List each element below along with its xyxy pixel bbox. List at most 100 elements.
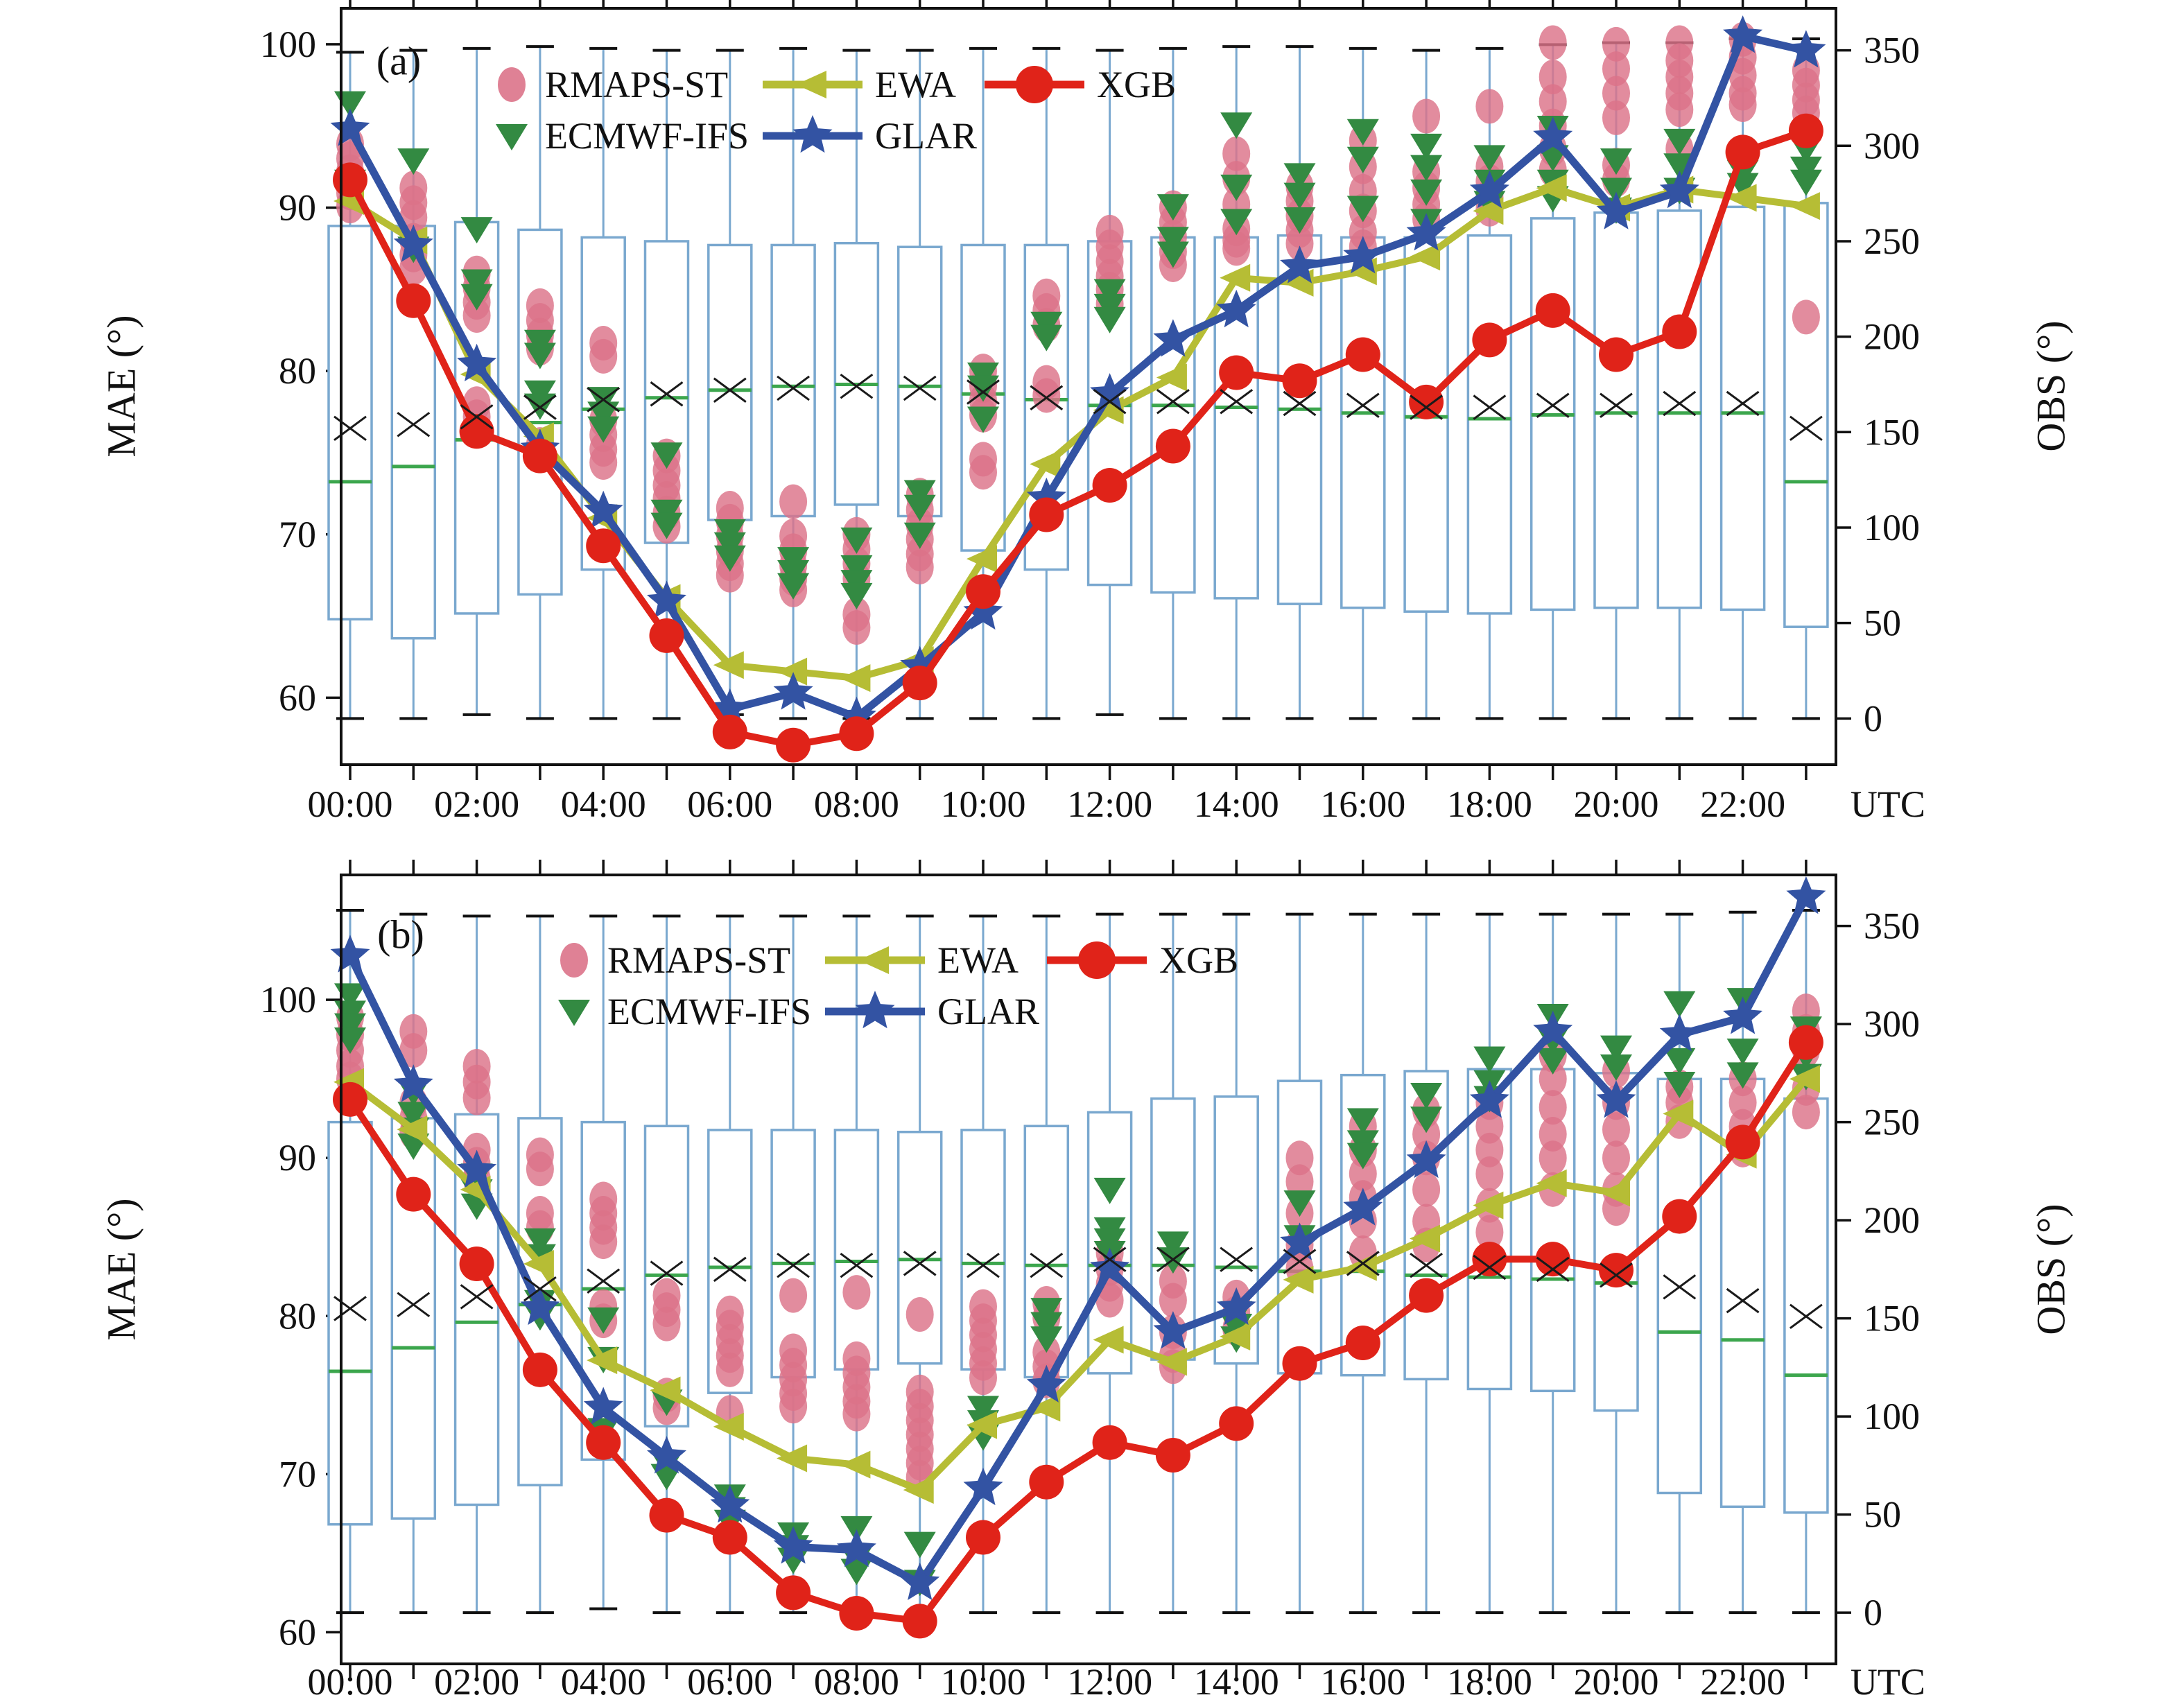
ecmwf-ifs-point: [903, 480, 936, 507]
glar-marker: [1406, 213, 1446, 251]
ecmwf-ifs-point: [397, 148, 430, 175]
glar-marker: [1469, 1080, 1509, 1118]
ecmwf-ifs-point: [777, 573, 810, 600]
ewa-marker: [1536, 174, 1567, 202]
box-iqr: [1276, 234, 1323, 605]
glar-marker: [1723, 15, 1763, 53]
glar-marker: [1090, 373, 1130, 411]
mae-axis-label: MAE (°): [99, 315, 144, 457]
rmaps-st-point: [1602, 1140, 1630, 1176]
rmaps-st-point: [1475, 1156, 1504, 1192]
xgb-marker: [1345, 337, 1380, 372]
boxplot-hour-14: [1213, 912, 1259, 1615]
xgb-marker: [586, 528, 621, 564]
ecmwf-ifs-point: [1410, 1106, 1443, 1134]
mean-x-mark: [1726, 390, 1760, 417]
box-iqr: [1023, 1124, 1070, 1379]
glar-marker: [457, 1149, 497, 1188]
ecmwf-ifs-point: [903, 494, 936, 521]
ecmwf-ifs-point: [1030, 1298, 1063, 1325]
legend-item-ewa: EWA: [825, 939, 1019, 981]
box-iqr: [833, 1129, 880, 1371]
rmaps-st-point: [1539, 1061, 1567, 1097]
ecmwf-ifs-point: [967, 406, 999, 433]
mean-x-mark: [1726, 1287, 1760, 1314]
boxplot-hour-16: [1340, 46, 1386, 720]
x-tick-label: 08:00: [814, 1661, 899, 1699]
ewa-marker: [1220, 1322, 1251, 1351]
xgb-marker: [902, 666, 937, 701]
ecmwf-ifs-point: [1600, 148, 1632, 175]
glar-marker: [710, 1484, 750, 1523]
glar-marker: [647, 1436, 686, 1474]
rmaps-st-point: [462, 1080, 491, 1115]
ecmwf-ifs-point: [1220, 112, 1253, 139]
glar-marker: [1343, 1188, 1383, 1226]
legend-marker-triangle-down: [558, 1000, 590, 1026]
ecmwf-ifs-point: [1410, 155, 1443, 182]
legend-marker-star: [792, 115, 833, 153]
boxplot-hour-8: [833, 914, 880, 1615]
legend-label: XGB: [1159, 939, 1238, 981]
xgb-marker: [1409, 1278, 1444, 1313]
xgb-marker: [1472, 322, 1507, 358]
obs-tick-label: 200: [1864, 316, 1920, 358]
obs-tick-label: 300: [1864, 1003, 1920, 1045]
ewa-marker: [1473, 1191, 1504, 1219]
rmaps-st-point: [526, 1152, 554, 1187]
xgb-marker: [1725, 1124, 1760, 1160]
rmaps-st-point: [1032, 378, 1061, 413]
xgb-marker: [712, 714, 747, 749]
x-tick-label: 12:00: [1067, 1661, 1152, 1699]
boxplot-hour-23: [1783, 37, 1829, 720]
rmaps-st-point: [1349, 1156, 1377, 1192]
mean-x-mark: [587, 1268, 621, 1294]
glar-marker: [1216, 1287, 1256, 1326]
xgb-marker: [396, 1176, 431, 1212]
mae-tick-label: 70: [279, 514, 316, 555]
ecmwf-ifs-point: [1410, 133, 1443, 160]
x-tick-label: 14:00: [1194, 783, 1279, 825]
glar-marker: [963, 1467, 1003, 1506]
mae-axis-label: MAE (°): [99, 1198, 144, 1340]
x-tick-label: 06:00: [687, 783, 772, 825]
rmaps-st-point: [1475, 1109, 1504, 1144]
rmaps-st-point: [842, 1396, 871, 1432]
ecmwf-ifs-point: [1346, 119, 1379, 146]
xgb-marker: [1662, 314, 1697, 349]
rmaps-st-point: [842, 610, 871, 645]
plot-frame: [340, 7, 1837, 766]
ewa-marker: [1283, 1265, 1314, 1294]
x-tick-label: 10:00: [940, 783, 1025, 825]
obs-tick-label: 200: [1864, 1199, 1920, 1241]
rmaps-st-point: [1792, 1095, 1820, 1130]
ecmwf-ifs-point: [1410, 179, 1443, 206]
ewa-marker: [967, 1411, 997, 1439]
rmaps-st-point: [1095, 1283, 1124, 1318]
mean-x-mark: [1789, 415, 1823, 442]
ewa-line: [348, 184, 1807, 682]
glar-marker: [1786, 30, 1826, 68]
xgb-marker: [1409, 384, 1444, 419]
panel-label: (a): [376, 39, 421, 84]
obs-axis-label: OBS (°): [2029, 1204, 2074, 1335]
boxplot-hour-7: [770, 46, 816, 720]
legend-item-ecmwf-ifs: ECMWF-IFS: [496, 115, 749, 157]
panel-b: 60 70 80 90 100 0 50 100 150 200 250 300 350 00:00 02:…: [99, 860, 2074, 1702]
ecmwf-ifs-point: [1093, 1177, 1126, 1204]
rmaps-st-point: [589, 445, 618, 480]
mean-x-mark: [1283, 390, 1317, 417]
xgb-marker: [1599, 1253, 1633, 1288]
x-tick-label: 08:00: [814, 783, 899, 825]
obs-tick-label: 50: [1864, 1494, 1901, 1536]
glar-marker: [1469, 170, 1509, 209]
rmaps-st-point: [1728, 87, 1757, 123]
glar-marker: [647, 580, 686, 618]
rmaps-st-point: [1792, 299, 1820, 335]
legend-marker-triangle-left: [796, 71, 826, 98]
mean-x-mark: [1030, 1252, 1064, 1278]
rmaps-st-point: [1159, 1283, 1187, 1318]
ecmwf-ifs-point: [1030, 1312, 1063, 1339]
xgb-marker: [966, 1520, 1000, 1555]
legend-label: XGB: [1097, 64, 1176, 105]
